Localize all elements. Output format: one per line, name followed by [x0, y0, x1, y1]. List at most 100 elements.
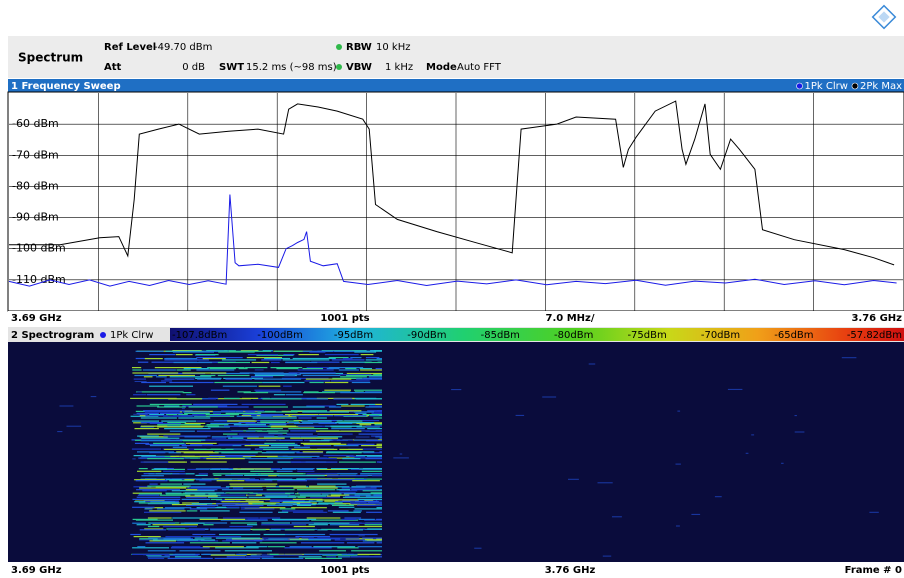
- spectrogram-streak: [339, 462, 376, 463]
- spectrogram-streak: [304, 445, 331, 446]
- spectrogram-streak: [268, 546, 285, 547]
- spectrogram-streak: [149, 414, 164, 415]
- spectrogram-streak: [207, 424, 229, 425]
- spectrogram-streak: [258, 492, 286, 493]
- spectrogram-streak: [327, 496, 340, 497]
- spectrogram-streak: [393, 457, 409, 458]
- spectrogram-streak: [139, 487, 186, 488]
- spectrogram-streak: [182, 408, 185, 409]
- window-title: 1 Frequency Sweep: [11, 81, 121, 92]
- color-scale-label: -95dBm: [334, 330, 373, 341]
- spectrogram-streak: [342, 458, 360, 459]
- spectrogram-streak: [132, 421, 159, 422]
- color-scale-label: -100dBm: [257, 330, 303, 341]
- spectrogram-streak: [337, 547, 358, 548]
- spectrogram-streak: [274, 394, 285, 395]
- spectrogram-streak: [207, 440, 242, 441]
- spectrogram-streak: [167, 422, 186, 423]
- spectrogram-streak: [252, 529, 265, 530]
- spectrogram-streak: [136, 480, 168, 481]
- spectrogram-streak: [150, 484, 158, 485]
- spectrogram-streak: [141, 475, 164, 476]
- spectrogram-streak: [137, 471, 161, 472]
- spectrogram-streak: [371, 492, 382, 493]
- spectrogram-streak: [222, 489, 263, 490]
- spectrogram-streak: [178, 417, 210, 418]
- spectrogram-streak: [171, 547, 210, 548]
- spectrogram-streak: [356, 486, 382, 487]
- spectrogram-streak: [345, 496, 360, 497]
- spectrogram-streak: [795, 415, 797, 416]
- spectrogram-streak: [145, 411, 180, 412]
- spectrogram-streak: [343, 497, 382, 498]
- spectrogram-streak: [304, 554, 338, 555]
- spectrogram-streak: [249, 497, 297, 498]
- spectrogram-streak: [223, 517, 259, 518]
- spectrogram-streak: [161, 421, 196, 422]
- spectrogram-streak: [141, 438, 179, 439]
- spectrogram-streak: [302, 411, 349, 412]
- spectrogram-streak: [192, 414, 205, 415]
- spectrogram-streak: [366, 359, 382, 360]
- spectrogram-streak: [285, 534, 325, 535]
- spectrogram-streak: [245, 445, 270, 446]
- spectrogram-streak: [258, 411, 298, 412]
- spectrogram-streak: [189, 406, 218, 407]
- spectrogram-streak: [164, 358, 197, 359]
- spectrogram-streak: [215, 547, 259, 548]
- spectrogram-streak: [148, 550, 176, 551]
- spectrogram-streak: [271, 426, 295, 427]
- spectrogram-streak: [217, 507, 226, 508]
- spectrogram-streak: [325, 354, 359, 355]
- spectrogram-streak: [355, 523, 382, 524]
- spectrogram-streak: [350, 503, 382, 504]
- y-tick-label: -60 dBm: [12, 117, 59, 130]
- spectrogram-streak: [298, 426, 325, 427]
- spectrogram-streak: [290, 546, 312, 547]
- page: Spectrum Ref Level -49.70 dBm Att 0 dB S…: [0, 0, 904, 578]
- spectrogram-streak: [149, 354, 175, 355]
- spectrogram-streak: [244, 392, 269, 393]
- spectrogram-streak: [369, 376, 382, 377]
- spectrogram-streak: [339, 507, 355, 508]
- spectrogram-streak: [330, 410, 362, 411]
- spectrogram-streak: [213, 473, 256, 474]
- spectrogram-streak: [194, 449, 233, 450]
- spectrogram-streak: [326, 451, 374, 452]
- spectrogram-streak: [376, 447, 382, 448]
- spectrogram-streak: [249, 458, 291, 459]
- spectrogram-streak: [140, 529, 166, 530]
- spectrogram-streak: [367, 428, 382, 429]
- spectrogram-streak: [307, 517, 341, 518]
- spectrogram-streak: [309, 524, 328, 525]
- spectrogram-streak: [300, 503, 312, 504]
- spectrogram-streak: [303, 368, 324, 369]
- spectrogram-streak: [184, 413, 210, 414]
- spectrogram-streak: [253, 417, 297, 418]
- spectrogram-streak: [197, 379, 221, 380]
- spectrogram-streak: [149, 473, 172, 474]
- spectrogram-streak: [186, 489, 198, 490]
- spectrogram-streak: [676, 526, 680, 527]
- spectrogram-streak: [245, 411, 254, 412]
- spectrogram-streak: [542, 397, 556, 398]
- spectrogram-streak: [199, 480, 211, 481]
- spectrogram-streak: [147, 434, 180, 435]
- spectrogram-streak: [340, 392, 382, 393]
- spectrogram-streak: [359, 434, 382, 435]
- spectrogram-x-row: [8, 562, 904, 578]
- spectrogram-streak: [297, 471, 314, 472]
- spectrogram-streak: [199, 473, 208, 474]
- spectrogram-streak: [331, 468, 359, 469]
- spectrogram-streak: [291, 507, 327, 508]
- spectrogram-streak: [270, 529, 281, 530]
- y-tick-label: -100 dBm: [12, 242, 66, 255]
- spectrogram-streak: [330, 426, 361, 427]
- spectrogram-streak: [133, 499, 181, 500]
- spectrogram-streak: [373, 417, 382, 418]
- spectrogram-streak: [233, 468, 271, 469]
- spectrogram-streak: [301, 542, 344, 543]
- spectrogram-streak: [293, 487, 337, 488]
- spectrogram-streak: [285, 362, 317, 363]
- spectrogram-streak: [283, 386, 292, 387]
